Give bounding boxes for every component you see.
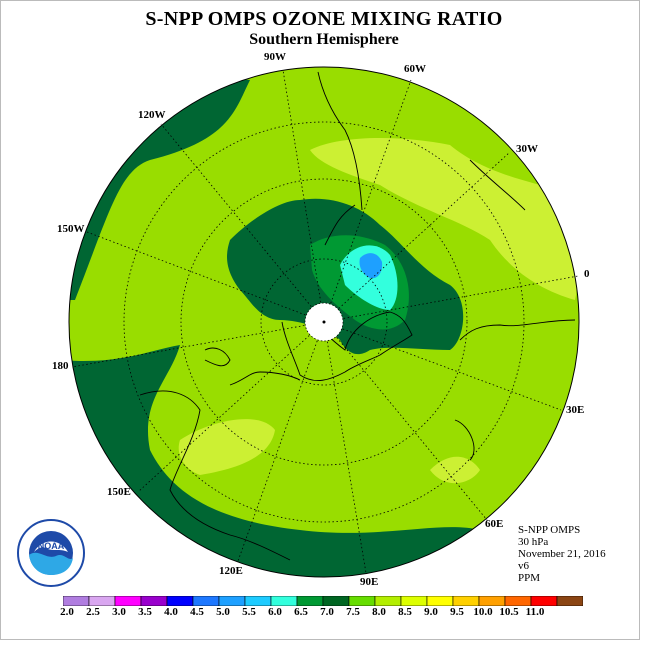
info-block: S-NPP OMPS 30 hPa November 21, 2016 v6 P…: [518, 524, 606, 584]
min-core-inner: [359, 253, 383, 279]
lon-label-120w: 120W: [138, 109, 166, 121]
colorbar-tick-label: 9.0: [424, 606, 438, 618]
colorbar-cells: [63, 596, 583, 606]
lon-label-30w: 30W: [516, 143, 538, 155]
min-core-outer: [340, 245, 398, 310]
ross-coast: [229, 371, 301, 386]
info-level: 30 hPa: [518, 536, 549, 548]
info-version: v6: [518, 560, 529, 572]
colorbar-cell: [478, 596, 506, 606]
colorbar-cell: [426, 596, 454, 606]
lon-label-180: 180: [52, 360, 69, 372]
colorbar-cell: [348, 596, 376, 606]
colorbar-cell: [452, 596, 480, 606]
colorbar-cell: [63, 596, 90, 606]
noaa-logo-text: NOAA: [38, 541, 65, 551]
peninsula-coast: [324, 204, 356, 246]
meridian-90e: [323, 321, 367, 574]
map-boundary: [68, 66, 580, 578]
meridian-120w: [160, 123, 325, 323]
colorbar-cell: [166, 596, 194, 606]
colorbar-cell: [140, 596, 168, 606]
colorbar-cell: [270, 596, 298, 606]
colorbar-tick-label: 10.5: [499, 606, 519, 618]
colorbar-tick-label: 9.5: [450, 606, 464, 618]
colorbar-tick-label: 5.0: [216, 606, 230, 618]
colorbar-cell: [192, 596, 220, 606]
info-units: PPM: [518, 572, 541, 584]
meridian-90w: [282, 69, 325, 323]
colorbar-tick-label: 11.0: [525, 606, 545, 618]
coastlines: [139, 71, 576, 561]
antarctica-coast: [281, 311, 413, 382]
colorbar-tick-label: 6.5: [294, 606, 308, 618]
colorbar: [63, 596, 583, 606]
figure-frame: [0, 0, 640, 640]
south-georgia-coast: [469, 159, 526, 211]
colorbar-cell: [88, 596, 116, 606]
latitude-circles: [123, 121, 525, 523]
lon-label-30e: 30E: [566, 404, 585, 416]
south-america-coast: [317, 71, 363, 211]
colorbar-tick-label: 5.5: [242, 606, 256, 618]
colorbar-cell: [296, 596, 324, 606]
lon-label-60e: 60E: [485, 518, 504, 530]
colorbar-cell: [322, 596, 350, 606]
info-instrument: S-NPP OMPS: [518, 524, 581, 536]
lon-label-150w: 150W: [57, 223, 85, 235]
colorbar-cell: [244, 596, 272, 606]
colorbar-tick-label: 2.5: [86, 606, 100, 618]
colorbar-tick-label: 2.0: [60, 606, 74, 618]
colorbar-tick-label: 3.5: [138, 606, 152, 618]
colorbar-tick-label: 8.0: [372, 606, 386, 618]
lon-label-90e: 90E: [360, 576, 379, 588]
colorbar-cell: [504, 596, 532, 606]
lat-circle-60: [180, 178, 468, 466]
colorbar-tick-label: 6.0: [268, 606, 282, 618]
map-subtitle: Southern Hemisphere: [249, 31, 399, 48]
colorbar-tick-label: 10.0: [473, 606, 493, 618]
lat-circle-80: [260, 258, 388, 386]
colorbar-cell: [400, 596, 428, 606]
colorbar-cell: [114, 596, 142, 606]
colorbar-tick-label: 8.5: [398, 606, 412, 618]
colorbar-tick-label: 3.0: [112, 606, 126, 618]
meridian-180: [71, 321, 325, 368]
noaa-logo: NOAA: [17, 519, 85, 587]
lon-label-60w: 60W: [404, 63, 426, 75]
new-zealand-coast: [204, 347, 231, 367]
lon-label-120e: 120E: [219, 565, 243, 577]
africa-coast: [459, 319, 576, 341]
lon-label-150e: 150E: [107, 486, 131, 498]
lon-label-90w: 90W: [264, 51, 286, 63]
madagascar-coast: [454, 419, 475, 461]
map-title: S-NPP OMPS OZONE MIXING RATIO: [145, 8, 503, 30]
meridian-60w: [323, 79, 412, 323]
colorbar-cell: [218, 596, 246, 606]
colorbar-cell: [556, 596, 583, 606]
info-date: November 21, 2016: [518, 548, 606, 560]
colorbar-tick-label: 4.5: [190, 606, 204, 618]
meridians: [71, 69, 579, 574]
meridian-60e: [323, 321, 488, 521]
colorbar-cell: [530, 596, 558, 606]
colorbar-tick-label: 7.5: [346, 606, 360, 618]
colorbar-tick-label: 4.0: [164, 606, 178, 618]
australia-coast: [139, 390, 291, 561]
lat-circle-40: [123, 121, 525, 523]
meridian-0: [323, 275, 579, 323]
colorbar-cell: [374, 596, 402, 606]
high-band-northeast: [310, 138, 577, 300]
low-band-south: [69, 345, 579, 577]
south-pole-marker: [322, 320, 326, 324]
colorbar-tick-label: 7.0: [320, 606, 334, 618]
lon-label-0: 0: [584, 268, 590, 280]
high-patch-southeast: [430, 456, 480, 484]
